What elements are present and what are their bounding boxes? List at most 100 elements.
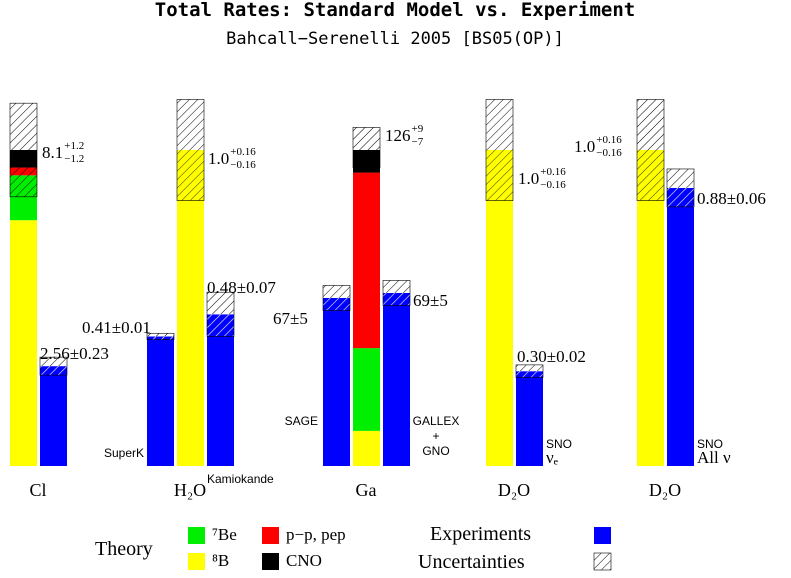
experiment-bar [147,336,174,466]
theory-uncertainty-lower [353,150,380,168]
experiment-name: All ν [697,448,731,467]
experiment-uncertainty-lower [207,314,234,337]
theory-segment [10,220,37,466]
experiment-uncertainty-box [515,364,544,378]
category-label: D₂O [498,480,530,500]
theory-value-label: 126 [385,126,411,145]
experiment-value-label: 0.88±0.06 [697,189,766,208]
theory-value-label: 1.0 [208,149,229,168]
experiment-uncertainty-upper-hatch [207,292,234,315]
legend-swatch [593,552,612,571]
experiment-name: + [432,429,439,443]
experiment-value-label: 0.30±0.02 [517,347,586,366]
theory-uncertainty-lower [637,150,664,201]
experiment-bar [207,314,234,466]
theory-uncertainty-upper-hatch [10,103,37,150]
theory-plus-label: +0.16 [230,146,256,158]
theory-plus-label: +0.16 [540,166,566,178]
theory-uncertainty-box [176,99,205,201]
experiment-name: SNO [546,437,572,451]
experiment-uncertainty-box [146,332,175,340]
experiment-uncertainty-lower [383,292,410,306]
experiment-uncertainty-upper-hatch [667,168,694,188]
legend-label: CNO [286,551,322,570]
legend-label: ⁷Be [212,525,237,544]
experiment-bar [323,297,350,466]
chart-subtitle: Bahcall−Serenelli 2005 [BS05(OP)] [226,29,564,49]
theory-minus-label: −0.16 [230,159,256,171]
theory-value-label: 1.0 [574,137,595,156]
legend-swatch [188,527,205,544]
theory-segment [353,172,380,349]
theory-uncertainty-box [352,127,381,168]
experiment-value-label: 0.48±0.07 [207,278,276,297]
category-label: D₂O [649,480,681,500]
theory-uncertainty-box [485,99,514,201]
experiment-value-label: 0.41±0.01 [82,318,151,337]
chart-title: Total Rates: Standard Model vs. Experime… [155,0,635,21]
legend-label: ⁸B [212,551,229,570]
theory-uncertainty-lower [486,150,513,201]
experiment-name: GNO [422,444,449,458]
experiment-name: SNO [697,437,723,451]
theory-segment [486,150,513,466]
theory-uncertainty-box [9,102,38,198]
experiment-name: νₑ [546,448,559,467]
theory-value-label: 8.1 [42,143,63,162]
legend-swatch [262,553,279,570]
experiment-uncertainty-lower [40,366,67,376]
experiment-name: SAGE [285,414,318,428]
category-label: Cl [29,480,46,500]
experiment-name: SuperK [104,446,144,460]
theory-segment [637,150,664,466]
experiment-uncertainty-upper-hatch [40,357,67,367]
experiment-uncertainty-box [666,168,695,208]
theory-minus-label: −7 [412,136,424,148]
category-label: H₂O [174,480,206,500]
theory-uncertainty-upper-hatch [486,99,513,150]
experiment-value-label: 69±5 [413,291,448,310]
theory-segment [353,430,380,466]
category-label: Ga [356,480,377,500]
experiment-name: Kamiokande [207,472,274,486]
experiment-uncertainty-lower [667,187,694,207]
experiment-uncertainty-upper-hatch [323,285,350,298]
experiment-uncertainty-lower [147,336,174,340]
experiment-uncertainty-box [382,280,411,306]
legend-title: Theory [95,538,153,560]
experiment-uncertainty-upper-hatch [516,364,543,372]
theory-minus-label: −0.16 [596,147,622,159]
theory-plus-label: +1.2 [64,140,84,152]
theory-uncertainty-box [636,99,665,201]
theory-value-label: 1.0 [518,169,539,188]
theory-uncertainty-upper-hatch [353,127,380,150]
theory-uncertainty-upper-hatch [637,99,664,150]
experiment-bar [667,187,694,467]
theory-uncertainty-upper-hatch [177,99,204,150]
theory-uncertainty-lower [177,150,204,201]
experiment-uncertainty-lower [323,297,350,311]
theory-plus-label: +9 [412,123,424,135]
experiment-bar [383,292,410,466]
experiment-value-label: 2.56±0.23 [40,344,109,363]
experiment-value-label: 67±5 [273,309,308,328]
experiment-uncertainty-box [322,285,351,311]
experiment-bar [40,366,67,466]
experiment-uncertainty-upper-hatch [383,280,410,293]
theory-minus-label: −0.16 [540,179,566,191]
experiment-uncertainty-lower [516,371,543,378]
legend-uncertainties: Uncertainties [418,551,525,573]
theory-uncertainty-lower [10,150,37,197]
theory-segment [353,348,380,431]
legend-label: p−p, pep [286,525,346,544]
theory-segment [177,150,204,466]
experiment-uncertainty-box [39,356,68,376]
legend-experiments: Experiments [430,523,531,545]
legend-swatch [262,527,279,544]
legend-swatch [594,527,611,544]
experiment-uncertainty-upper-hatch [147,333,174,337]
experiment-name: GALLEX [413,414,460,428]
experiment-uncertainty-box [206,291,235,337]
